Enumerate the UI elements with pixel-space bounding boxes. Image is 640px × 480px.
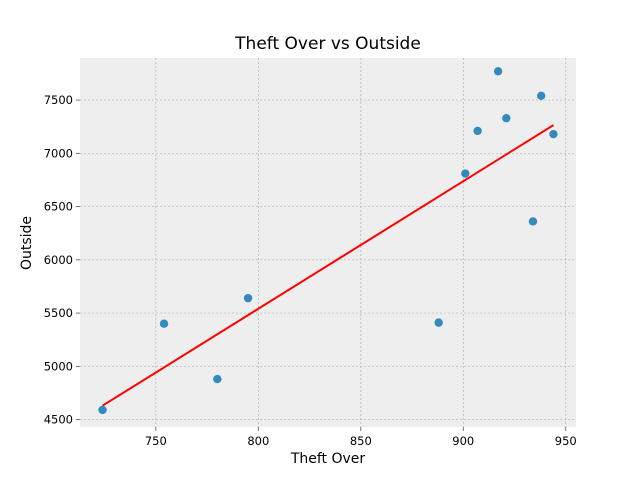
data-point	[473, 126, 482, 136]
plot-area	[80, 58, 576, 427]
x-axis-label: Theft Over	[290, 451, 366, 467]
data-point	[159, 319, 169, 328]
y-axis-ticks: 4500 5000 5500 6000 6500 7000 7500	[44, 93, 80, 427]
y-axis-label: Outside	[19, 216, 35, 270]
data-point	[461, 169, 470, 178]
data-point	[434, 318, 443, 327]
points-group	[98, 67, 558, 415]
data-point	[98, 405, 107, 415]
y-tick-label: 4500	[44, 413, 73, 427]
x-tick-label: 750	[145, 434, 167, 448]
y-tick-label: 6500	[44, 200, 73, 214]
x-axis-ticks: 750 800 850 900 950	[145, 427, 577, 448]
y-tick-label: 7500	[44, 93, 73, 107]
data-point	[493, 67, 503, 76]
y-tick-label: 5000	[44, 359, 73, 373]
data-point	[502, 113, 511, 123]
data-point	[213, 374, 222, 384]
chart-title: Theft Over vs Outside	[234, 34, 421, 54]
y-tick-label: 5500	[44, 306, 73, 320]
fit-line-group	[102, 124, 554, 407]
x-tick-label: 900	[452, 434, 474, 448]
y-tick-label: 7000	[44, 146, 73, 160]
data-point	[528, 217, 538, 226]
y-tick-label: 6000	[44, 253, 73, 267]
x-tick-label: 950	[555, 434, 577, 448]
data-point	[536, 91, 546, 101]
x-tick-label: 850	[350, 434, 372, 448]
fit-line	[102, 124, 554, 407]
data-point	[243, 293, 253, 303]
x-tick-label: 800	[247, 434, 269, 448]
grid-lines	[80, 58, 576, 427]
data-point	[549, 129, 558, 139]
